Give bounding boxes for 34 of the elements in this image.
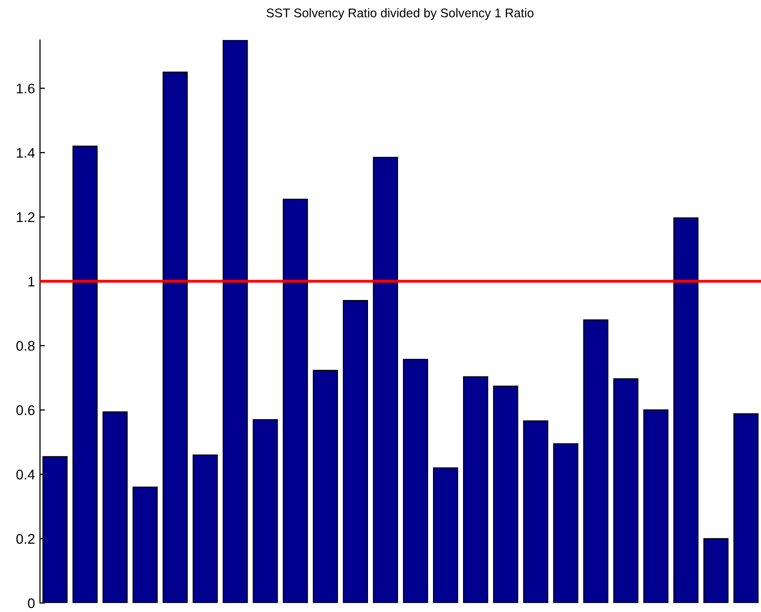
bar	[583, 319, 608, 603]
y-tick-label: 0	[28, 598, 35, 608]
bar	[252, 419, 278, 603]
bar	[553, 443, 578, 603]
bar	[613, 378, 638, 603]
bar	[42, 456, 68, 603]
bar	[523, 420, 548, 603]
bar	[72, 146, 98, 603]
bar	[222, 40, 248, 603]
y-tick-label: 1.6	[16, 84, 35, 94]
bar	[102, 411, 128, 603]
bar	[673, 217, 698, 603]
bar	[703, 538, 729, 603]
bar	[282, 198, 308, 603]
y-tick-label: 0.6	[16, 405, 35, 416]
bar	[342, 300, 368, 603]
chart-title: SST Solvency Ratio divided by Solvency 1 Ratio	[266, 8, 534, 20]
y-tick-label: 1.4	[16, 148, 35, 158]
bar	[162, 72, 188, 603]
bar	[312, 370, 338, 603]
bar	[192, 454, 218, 603]
bar	[733, 413, 759, 603]
y-tick-label: 1.2	[16, 212, 34, 222]
bar	[493, 386, 518, 603]
y-tick-label: 0.4	[16, 470, 35, 480]
y-tick-label: 0.8	[16, 340, 35, 351]
bar	[432, 467, 458, 603]
bar	[463, 376, 488, 603]
bar	[372, 156, 398, 603]
y-tick-label: 1	[28, 276, 34, 286]
bar	[402, 358, 428, 603]
bar	[643, 409, 668, 603]
y-tick-label: 0.2	[16, 534, 34, 544]
bar	[132, 486, 158, 603]
